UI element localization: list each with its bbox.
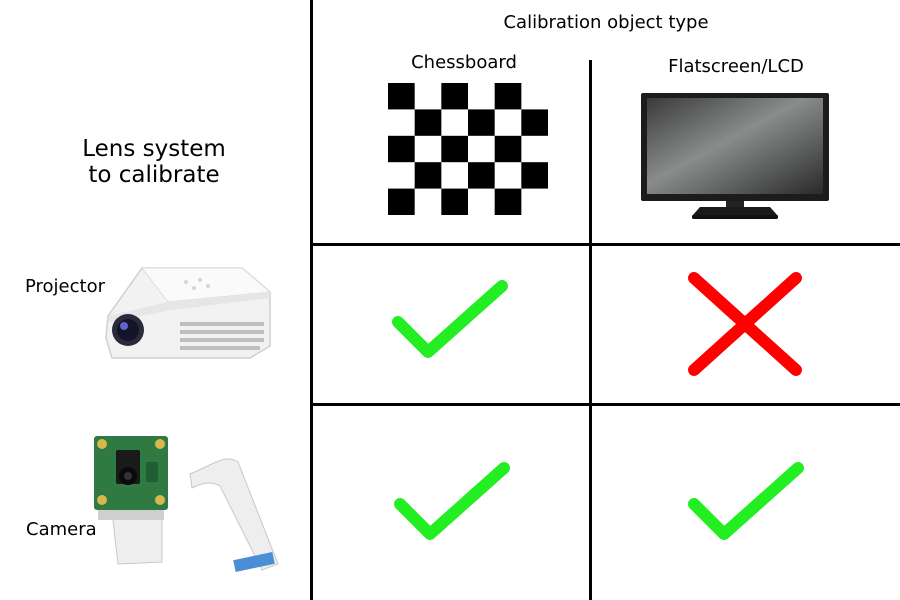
chessboard-square [521, 162, 548, 189]
chessboard-square [468, 109, 495, 136]
rows-header-title: Lens system to calibrate [40, 136, 268, 188]
cross-icon-projector-flatscreen [688, 272, 802, 376]
grid-vertical-middle [589, 60, 592, 600]
check-icon-camera-chessboard [394, 462, 510, 540]
chessboard-square [388, 188, 415, 215]
row-label-camera: Camera [26, 519, 97, 540]
chessboard-icon [388, 83, 548, 215]
column-label-flatscreen: Flatscreen/LCD [668, 56, 804, 77]
row-label-projector: Projector [25, 276, 105, 297]
projector-icon [105, 267, 272, 359]
flatscreen-monitor-icon [641, 93, 829, 219]
chessboard-square [388, 135, 415, 163]
chessboard-square [494, 188, 522, 215]
chessboard-square [441, 83, 468, 110]
check-icon-camera-flatscreen [688, 462, 804, 540]
chessboard-square [468, 162, 495, 189]
camera-module-icon [94, 436, 279, 573]
chessboard-square [414, 109, 442, 136]
rows-header-line2: to calibrate [88, 162, 220, 188]
chessboard-square [494, 135, 522, 163]
header-title: Calibration object type [503, 12, 709, 33]
chessboard-square [441, 188, 468, 215]
rows-header-line1: Lens system [82, 136, 226, 162]
chessboard-square [414, 162, 442, 189]
chessboard-square [521, 109, 548, 136]
column-label-chessboard: Chessboard [411, 52, 517, 73]
chessboard-square [494, 83, 522, 110]
grid-horizontal-top [312, 243, 900, 246]
chessboard-square [441, 135, 468, 163]
chessboard-square [388, 83, 415, 110]
grid-vertical-main [310, 0, 313, 600]
grid-horizontal-middle [312, 403, 900, 406]
check-icon-projector-chessboard [392, 280, 508, 358]
